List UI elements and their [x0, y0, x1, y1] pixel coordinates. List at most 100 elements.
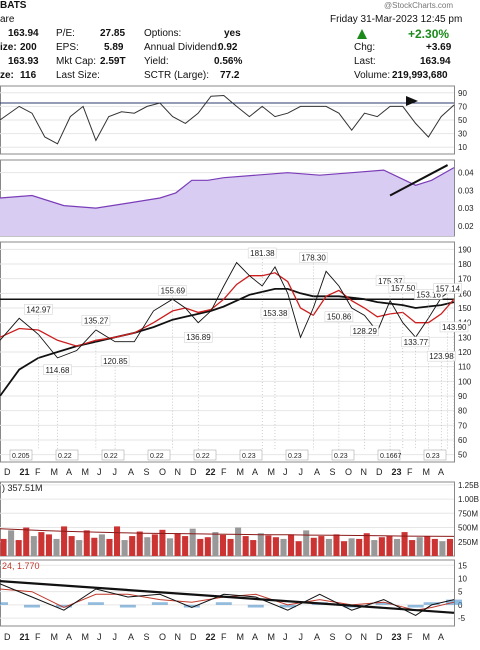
price-x-label-16: A	[252, 467, 258, 477]
volume-bar-11	[83, 530, 90, 556]
price-annotation-0: 142.97	[26, 305, 51, 314]
price-tick-label-6: 130	[458, 333, 472, 342]
macd-histogram-bar-6	[183, 604, 200, 608]
chg-label: Chg:	[354, 42, 376, 53]
volume-bar-37	[280, 538, 287, 556]
volume-bar-19	[144, 537, 151, 556]
sma50-line	[0, 272, 455, 347]
dividend-label-6: 0.23	[288, 453, 302, 460]
volume-bar-50	[378, 537, 385, 556]
macd-x-label-22: O	[345, 632, 352, 642]
volume-bar-24	[182, 536, 189, 556]
price-annotation-box-12	[388, 282, 418, 294]
dividend-label: Annual Dividend:	[144, 42, 220, 53]
volume-bar-31	[235, 527, 242, 556]
mktcap-label: Mkt Cap:	[56, 56, 97, 67]
price-x-label-13: 22	[206, 467, 216, 477]
price-x-label-20: A	[314, 467, 320, 477]
price-annotation-8: 178.30	[301, 253, 326, 262]
dividend-box-7	[331, 449, 355, 461]
price-x-label-3: M	[51, 467, 59, 477]
volume-bar-3	[23, 527, 30, 556]
price-annotation-box-10	[350, 325, 379, 337]
col1-value-0: 163.94	[8, 28, 39, 39]
macd-x-label-2: F	[35, 632, 41, 642]
price-annotation-box-9	[324, 311, 354, 322]
dividend-label-4: 0.22	[196, 453, 210, 460]
price-tick-label-3: 160	[458, 289, 472, 298]
ratio-trendline	[389, 164, 449, 197]
price-annotation-5: 136.89	[186, 333, 211, 342]
volume-bar-53	[401, 532, 408, 556]
watermark: @StockCharts.com	[384, 1, 454, 10]
volume-tick-label-3: 500M	[458, 524, 478, 533]
price-annotation-16: 157.14	[436, 285, 461, 294]
macd-tick-label-1: 10	[458, 574, 467, 583]
price-x-label-14: F	[221, 467, 227, 477]
macd-x-label-21: S	[330, 632, 336, 642]
dividend-box-9	[423, 449, 447, 461]
price-x-label-27: M	[423, 467, 431, 477]
mktcap-value: 2.59T	[100, 56, 126, 67]
volume-bar-23	[174, 533, 181, 556]
volume-value: 219,993,680	[392, 70, 448, 81]
dividend-box-3	[147, 449, 171, 461]
dividend-label-1: 0.22	[58, 453, 72, 460]
volume-bar-8	[61, 526, 68, 556]
price-annotation-1: 114.68	[46, 366, 70, 375]
price-tick-label-10: 90	[458, 392, 467, 401]
volume-bar-1	[8, 530, 15, 556]
macd-x-label-6: J	[97, 632, 102, 642]
volume-bar-32	[242, 536, 249, 556]
macd-x-label-24: D	[376, 632, 383, 642]
macd-x-label-18: J	[283, 632, 288, 642]
macd-tick-label-3: 0	[458, 601, 463, 610]
volume-tick-label-1: 1.00B	[458, 495, 479, 504]
price-x-label-25: 23	[392, 467, 402, 477]
dividend-box-8	[377, 449, 401, 461]
price-x-label-21: S	[330, 467, 336, 477]
price-x-label-7: J	[113, 467, 118, 477]
price-annotation-9: 150.86	[327, 313, 352, 322]
volume-bar-51	[386, 536, 393, 556]
dividend-box-2	[101, 449, 125, 461]
macd-x-label-27: M	[423, 632, 431, 642]
volume-label: ) 357.51M	[2, 483, 43, 493]
volume-bar-12	[91, 537, 98, 556]
price-tick-label-7: 120	[458, 348, 472, 357]
macd-x-label-12: D	[190, 632, 197, 642]
volume-bar-14	[106, 538, 113, 556]
col1-label-3: ze:	[0, 70, 14, 81]
volume-bar-34	[257, 533, 264, 556]
macd-panel-frame	[0, 559, 455, 627]
volume-bar-52	[393, 538, 401, 556]
volume-bar-25	[189, 528, 196, 556]
price-x-label-18: J	[283, 467, 288, 477]
dividend-box-0	[9, 449, 33, 461]
price-annotation-box-15	[426, 350, 456, 362]
macd-histogram-bar-3	[87, 602, 104, 605]
price-x-label-6: J	[97, 467, 102, 477]
macd-x-label-5: M	[82, 632, 90, 642]
price-tick-label-0: 190	[458, 245, 472, 254]
volume-bar-54	[409, 540, 416, 556]
pe-value: 27.85	[100, 28, 126, 39]
macd-x-label-7: J	[113, 632, 118, 642]
col1-value-3: 116	[20, 70, 37, 81]
volume-bar-13	[98, 534, 105, 556]
last-value: 163.94	[420, 56, 451, 67]
price-annotation-15: 123.98	[429, 352, 454, 361]
options-value: yes	[224, 28, 241, 39]
volume-bar-49	[371, 540, 378, 556]
price-annotation-13: 133.77	[404, 338, 429, 347]
price-annotation-6: 181.38	[250, 249, 275, 258]
volume-bar-55	[416, 537, 423, 556]
macd-trendline	[0, 580, 455, 614]
volume-bar-0	[0, 538, 7, 556]
last-size-label: Last Size:	[56, 70, 100, 81]
volume-bar-15	[114, 526, 121, 556]
eps-label: EPS:	[56, 42, 79, 53]
volume-bar-45	[341, 541, 348, 556]
sma200-line	[0, 288, 455, 397]
